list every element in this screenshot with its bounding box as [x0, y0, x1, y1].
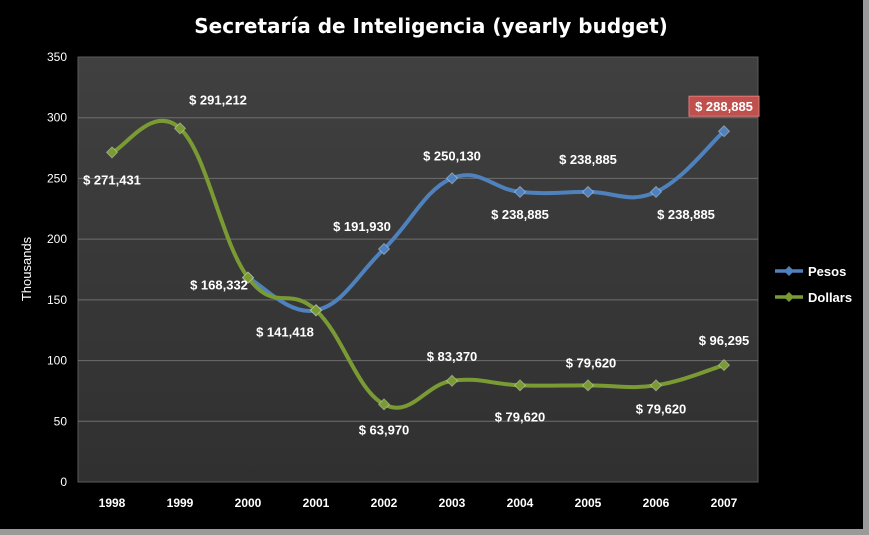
marker-dollars-2006: [649, 379, 663, 392]
chart-title: Secretaría de Inteligencia (yearly budge…: [194, 14, 668, 38]
y-tick-label-0: 0: [60, 475, 67, 489]
data-label-dollars-2005: $ 79,620: [566, 355, 617, 370]
data-label-pesos-2007: $ 288,885: [695, 99, 753, 114]
series-line-pesos: [246, 129, 726, 313]
series-layer: [105, 118, 731, 411]
legend-swatch-marker-pesos: [784, 266, 794, 276]
plot-area: [77, 56, 759, 483]
marker-dollars-2002: [377, 398, 391, 411]
x-tick-label-1999: 1999: [167, 496, 194, 510]
data-label-dollars-2001: $ 141,418: [256, 324, 314, 339]
data-label-pesos-2004: $ 238,885: [491, 207, 549, 222]
y-tick-label-100: 100: [47, 354, 67, 368]
data-label-dollars-2000: $ 168,332: [190, 278, 248, 293]
marker-pesos-2004: [513, 185, 527, 199]
data-label-pesos-2006: $ 238,885: [657, 207, 715, 222]
x-tick-label-2005: 2005: [575, 496, 602, 510]
series-pesos: [241, 125, 731, 317]
highlight-label-box: [688, 95, 760, 117]
y-tick-label-250: 250: [47, 171, 67, 185]
legend-label-dollars: Dollars: [808, 290, 852, 305]
marker-pesos-2002: [377, 242, 391, 256]
legend-label-pesos: Pesos: [808, 264, 846, 279]
marker-dollars-1998: [105, 146, 119, 159]
legend-swatch-marker-dollars: [784, 292, 794, 302]
x-tick-label-2002: 2002: [371, 496, 398, 510]
data-label-dollars-2006: $ 79,620: [636, 401, 687, 416]
data-label-dollars-2002: $ 63,970: [359, 422, 410, 437]
legend-item-dollars: Dollars: [775, 290, 852, 305]
x-tick-label-1998: 1998: [99, 496, 126, 510]
x-tick-label-2006: 2006: [643, 496, 670, 510]
marker-dollars-2001: [309, 304, 323, 317]
data-label-pesos-2002: $ 191,930: [333, 219, 391, 234]
legend: Pesos Dollars: [775, 264, 852, 305]
x-tick-label-2007: 2007: [711, 496, 738, 510]
y-tick-label-150: 150: [47, 293, 67, 307]
gridlines: [78, 117, 758, 422]
y-tick-label-300: 300: [47, 111, 67, 125]
data-labels: $ 191,930 $ 250,130 $ 238,885 $ 238,885 $ 23…: [83, 92, 760, 437]
series-dollars: [105, 118, 731, 411]
x-tick-label-2003: 2003: [439, 496, 466, 510]
marker-dollars-2004: [513, 379, 527, 392]
y-tick-label-350: 350: [47, 50, 67, 64]
y-axis-ticks: 0 50 100 150 200 250 300 350: [47, 50, 67, 489]
x-tick-label-2000: 2000: [235, 496, 262, 510]
y-axis-label: Thousands: [19, 236, 34, 301]
marker-pesos-2005: [581, 185, 595, 199]
marker-dollars-2005: [581, 379, 595, 392]
data-label-dollars-1999: $ 291,212: [189, 92, 247, 107]
x-tick-label-2004: 2004: [507, 496, 534, 510]
marker-pesos-2003: [445, 172, 459, 185]
marker-dollars-2003: [445, 374, 459, 387]
data-label-dollars-2004: $ 79,620: [495, 409, 546, 424]
marker-dollars-1999: [173, 122, 187, 135]
data-label-dollars-2007: $ 96,295: [699, 333, 750, 348]
x-axis-ticks: 1998 1999 2000 2001 2002 2003 2004 2005 2006 2007: [99, 496, 738, 510]
data-label-dollars-2003: $ 83,370: [427, 349, 478, 364]
marker-dollars-2000: [241, 271, 255, 284]
marker-pesos-2006: [649, 185, 663, 199]
data-label-pesos-2003: $ 250,130: [423, 148, 481, 163]
y-tick-label-200: 200: [47, 232, 67, 246]
data-label-dollars-1998: $ 271,431: [83, 172, 141, 187]
marker-dollars-2007: [717, 358, 731, 372]
data-label-pesos-2005: $ 238,885: [559, 152, 617, 167]
x-tick-label-2001: 2001: [303, 496, 330, 510]
y-tick-label-50: 50: [54, 414, 68, 428]
marker-pesos-2007: [717, 125, 731, 138]
legend-item-pesos: Pesos: [775, 264, 846, 279]
